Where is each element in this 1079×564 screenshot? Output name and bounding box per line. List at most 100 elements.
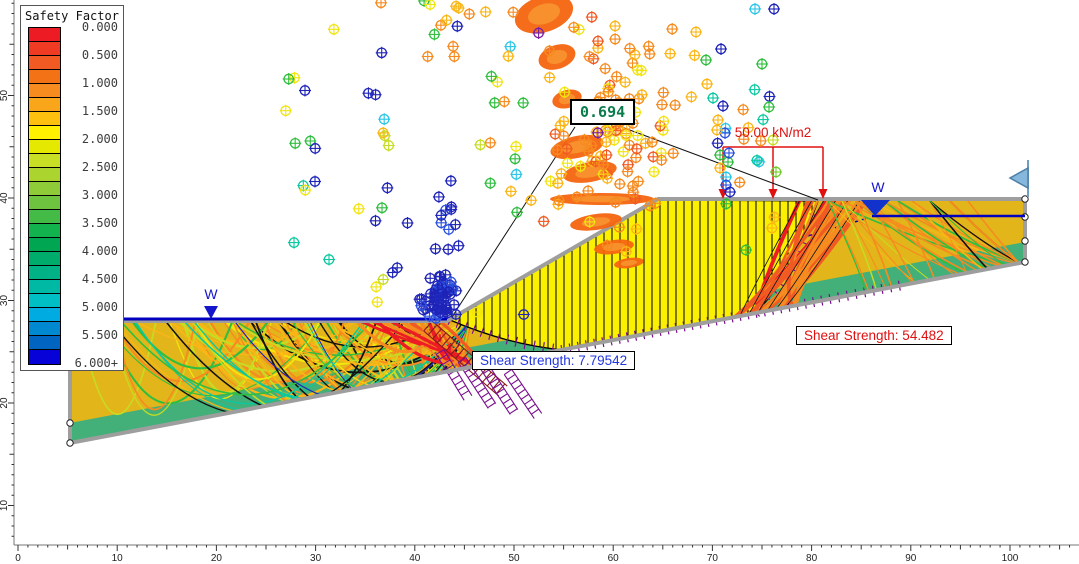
slip-center-marker xyxy=(474,138,487,151)
water-pond xyxy=(861,200,890,216)
legend-color-band xyxy=(29,56,60,70)
slip-center-marker xyxy=(553,194,565,207)
slip-center-marker xyxy=(558,86,571,99)
slip-center-marker xyxy=(451,20,464,33)
slip-center-marker xyxy=(510,168,523,181)
slip-center-marker xyxy=(557,129,570,142)
slip-center-marker xyxy=(711,137,724,150)
slip-center-marker xyxy=(714,162,726,174)
slip-center-marker xyxy=(609,196,622,209)
water-marker-triangle-icon xyxy=(204,306,218,319)
slip-center-marker xyxy=(602,85,615,98)
slip-center-marker xyxy=(381,181,394,194)
slip-center-marker xyxy=(609,33,622,46)
legend-color-band xyxy=(29,196,60,210)
legend-tick-labels: 0.000 0.500 1.000 1.500 2.000 2.500 3.000 3.500… xyxy=(65,20,120,370)
slip-center-marker xyxy=(543,44,556,57)
legend-tick-label: 2.500 xyxy=(81,160,118,174)
slip-center-marker xyxy=(445,276,458,288)
slip-center-marker xyxy=(635,88,648,101)
legend-color-band xyxy=(29,182,60,196)
slip-center-marker xyxy=(749,3,761,15)
boundary-vertex-node[interactable] xyxy=(1021,237,1029,245)
boundary-vertex-node[interactable] xyxy=(1021,195,1029,203)
annotation-leader-line xyxy=(451,126,576,318)
shear-strength-left-label[interactable]: Shear Strength: 7.79542 xyxy=(472,351,636,370)
slip-center-marker xyxy=(440,14,453,27)
slip-center-marker xyxy=(463,8,476,20)
slip-center-marker xyxy=(415,299,428,312)
legend-tick-label: 6.000+ xyxy=(74,356,118,370)
x-axis-tick-label: 30 xyxy=(310,553,322,564)
slip-center-marker xyxy=(452,239,465,252)
slip-center-marker xyxy=(401,217,414,229)
slip-center-marker xyxy=(585,11,598,24)
slip-center-marker xyxy=(667,147,680,160)
slip-center-marker xyxy=(376,201,388,214)
slip-center-marker xyxy=(766,222,778,234)
slip-center-marker xyxy=(377,273,390,286)
slip-center-marker xyxy=(585,139,598,152)
slip-center-marker xyxy=(484,177,497,190)
slip-center-marker xyxy=(428,28,441,41)
slip-center-marker xyxy=(448,50,461,63)
boundary-vertex-node[interactable] xyxy=(66,439,74,447)
boundary-vertex-node[interactable] xyxy=(66,419,74,427)
slip-center-marker xyxy=(720,197,733,210)
slip-center-marker xyxy=(717,100,729,112)
slip-center-marker xyxy=(754,134,767,147)
slip-ladder-band xyxy=(479,363,519,415)
slip-center-marker xyxy=(712,114,724,126)
legend-color-band xyxy=(29,280,60,294)
slip-center-marker xyxy=(688,49,701,62)
slip-center-marker xyxy=(733,176,746,189)
slip-center-marker xyxy=(639,137,652,150)
slip-center-marker xyxy=(601,239,614,252)
slip-center-marker xyxy=(617,145,630,158)
slip-center-marker xyxy=(554,119,567,132)
legend-color-band xyxy=(29,126,60,140)
slip-center-marker xyxy=(574,160,587,173)
slip-center-marker xyxy=(362,87,375,100)
legend-color-band xyxy=(29,252,60,266)
slip-center-marker xyxy=(418,0,431,7)
slip-center-marker xyxy=(327,23,340,36)
slip-center-marker xyxy=(507,6,520,19)
slip-center-marker xyxy=(544,175,557,188)
slip-center-marker xyxy=(669,99,682,112)
slip-center-marker xyxy=(619,76,632,89)
slip-center-marker xyxy=(573,23,586,36)
slip-center-marker xyxy=(700,54,712,66)
boundary-vertex-node[interactable] xyxy=(1021,258,1029,266)
x-axis-tick-label: 60 xyxy=(608,553,620,564)
slip-center-marker xyxy=(442,286,455,298)
slip-center-marker xyxy=(444,174,457,187)
slip-center-marker xyxy=(567,21,580,34)
slip-center-marker xyxy=(610,70,623,83)
safety-factor-legend[interactable]: Safety Factor 0.000 0.500 1.000 1.500 2.000 2… xyxy=(20,5,124,371)
slip-ladder-band xyxy=(435,349,473,401)
y-axis-tick-label: 30 xyxy=(0,295,10,307)
slip-center-marker xyxy=(485,70,498,83)
slip-center-marker xyxy=(601,124,614,137)
slip-center-marker xyxy=(450,0,463,13)
legend-tick-label: 4.500 xyxy=(81,272,118,286)
slip-center-marker xyxy=(643,199,656,212)
slip-center-marker xyxy=(756,58,768,70)
slip-center-marker xyxy=(282,73,295,85)
slip-center-marker xyxy=(375,46,388,59)
slip-center-marker xyxy=(583,50,596,63)
min-safety-factor-label[interactable]: 0.694 xyxy=(570,99,636,125)
water-table-marker-right: W xyxy=(871,179,885,195)
distributed-load-label: 50.00 kN/m2 xyxy=(734,125,812,140)
slip-center-marker xyxy=(288,236,300,249)
shear-strength-right-label[interactable]: Shear Strength: 54.482 xyxy=(796,326,952,345)
legend-tick-label: 3.500 xyxy=(81,216,118,230)
y-axis-tick-label: 20 xyxy=(0,397,10,409)
slip-center-marker xyxy=(375,0,387,9)
slip-center-marker xyxy=(561,157,574,170)
slip-center-marker xyxy=(690,26,702,38)
slip-center-marker xyxy=(632,175,645,188)
